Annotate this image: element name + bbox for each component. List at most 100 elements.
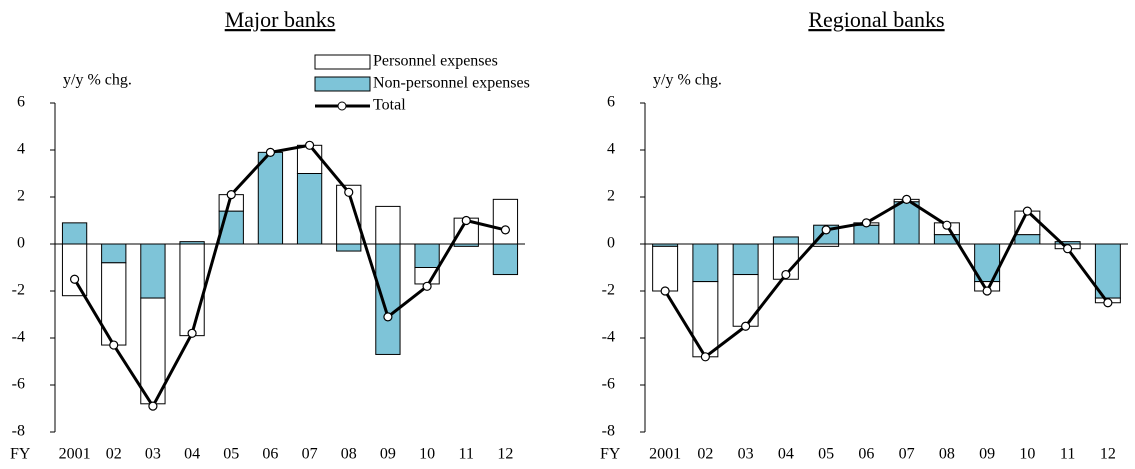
bar [296, 144, 323, 175]
marker [344, 187, 354, 197]
marker [781, 269, 791, 280]
bar [732, 274, 759, 327]
y-tick-label: -6 [602, 376, 615, 393]
y-axis-label: y/y % chg. [653, 72, 722, 89]
x-tick-label: 02 [697, 446, 713, 463]
y-tick-label: -2 [602, 282, 615, 299]
bar [375, 243, 401, 355]
marker [1022, 206, 1032, 216]
bar [179, 243, 205, 337]
x-tick-label: 12 [497, 446, 513, 463]
y-tick-label: 0 [607, 235, 615, 252]
marker [741, 321, 751, 331]
x-axis-label: FY [10, 446, 31, 463]
y-tick-label: 6 [17, 94, 25, 111]
marker [1063, 244, 1073, 254]
x-axis-label: FY [600, 446, 621, 463]
y-tick-label: 4 [17, 141, 25, 158]
bar [732, 243, 759, 276]
y-tick-label: -8 [602, 423, 615, 440]
x-tick-label: 2001 [649, 446, 681, 463]
x-tick-label: 02 [106, 446, 122, 463]
marker [148, 401, 158, 411]
bar [101, 243, 127, 264]
y-tick-label: -6 [12, 376, 25, 393]
y-tick-label: 6 [607, 94, 615, 111]
bar [772, 236, 799, 245]
x-tick-label: 08 [341, 446, 357, 463]
legend-swatch [314, 76, 371, 92]
bar [375, 205, 401, 245]
marker [700, 352, 710, 362]
marker [109, 340, 119, 350]
bar [652, 245, 679, 292]
bar [492, 198, 519, 245]
y-tick-label: -4 [12, 329, 25, 346]
x-tick-label: 06 [262, 446, 278, 463]
x-tick-label: 06 [858, 446, 874, 463]
x-tick-label: 10 [1019, 446, 1035, 463]
x-tick-label: 11 [459, 446, 474, 463]
x-tick-label: 2001 [59, 446, 91, 463]
x-tick-label: 04 [778, 446, 794, 463]
x-tick-label: 09 [380, 446, 396, 463]
legend-label: Total [373, 97, 406, 114]
x-tick-label: 09 [979, 446, 995, 463]
legend-label: Non-personnel expenses [373, 75, 530, 92]
marker [821, 225, 831, 235]
x-tick-label: 07 [899, 446, 915, 463]
x-tick-label: 11 [1060, 446, 1075, 463]
marker [304, 140, 315, 150]
marker [69, 274, 80, 284]
marker [187, 328, 197, 338]
marker [660, 286, 670, 296]
marker [942, 220, 952, 230]
legend-swatch [314, 54, 371, 70]
line [663, 197, 1110, 359]
marker [383, 312, 393, 322]
bar [492, 243, 519, 276]
x-tick-label: 08 [939, 446, 955, 463]
x-tick-label: 05 [818, 446, 834, 463]
bar [1094, 243, 1121, 299]
legend-marker [337, 101, 347, 111]
x-tick-label: 05 [223, 446, 239, 463]
x-tick-label: 10 [419, 446, 435, 463]
bar [61, 222, 88, 245]
marker [461, 215, 471, 226]
chart-title: Major banks [225, 7, 336, 32]
bar [296, 173, 323, 245]
x-tick-label: 12 [1100, 446, 1116, 463]
bar [853, 224, 880, 245]
y-tick-label: -8 [12, 423, 25, 440]
bar [61, 243, 88, 297]
line [73, 143, 506, 410]
marker [422, 281, 432, 291]
bar [1014, 234, 1041, 245]
y-tick-label: -2 [12, 282, 25, 299]
legend-label: Personnel expenses [373, 53, 498, 70]
bar [257, 151, 284, 245]
bar [692, 281, 719, 358]
marker [902, 194, 912, 204]
marker [982, 286, 992, 296]
marker [861, 218, 871, 228]
y-tick-label: -4 [602, 329, 615, 346]
bar [692, 243, 719, 283]
bar [140, 243, 166, 299]
bar [414, 243, 440, 268]
y-axis-label: y/y % chg. [63, 72, 132, 89]
marker [226, 190, 236, 200]
marker [265, 147, 276, 157]
y-tick-label: 4 [607, 141, 615, 158]
x-tick-label: 07 [302, 446, 318, 463]
marker [500, 225, 511, 235]
y-tick-label: 2 [17, 188, 25, 205]
bar [893, 201, 920, 245]
x-tick-label: 03 [145, 446, 161, 463]
y-tick-label: 0 [17, 235, 25, 252]
x-tick-label: 04 [184, 446, 200, 463]
marker [1103, 298, 1113, 308]
